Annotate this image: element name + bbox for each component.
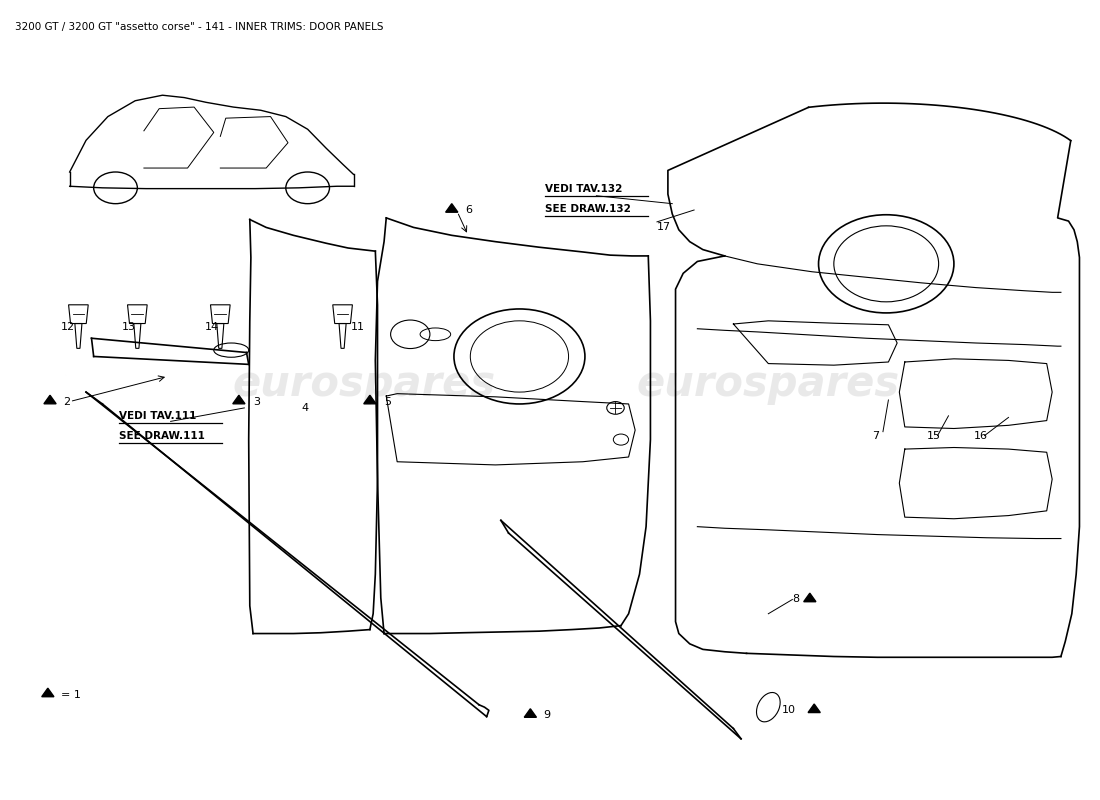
Text: = 1: = 1 [60,690,80,699]
Text: 4: 4 [301,403,308,413]
Text: 2: 2 [63,397,70,406]
Text: 10: 10 [781,706,795,715]
Text: 8: 8 [792,594,800,605]
Text: 14: 14 [205,322,219,332]
Polygon shape [42,688,54,697]
Text: 9: 9 [543,710,551,720]
Polygon shape [525,709,537,718]
Polygon shape [44,395,56,404]
Text: 6: 6 [465,205,472,215]
Text: 11: 11 [351,322,365,332]
Text: VEDI TAV.132: VEDI TAV.132 [544,184,622,194]
Text: SEE DRAW.132: SEE DRAW.132 [544,204,630,214]
Text: 17: 17 [657,222,671,233]
Text: 5: 5 [384,397,392,406]
Text: VEDI TAV.111: VEDI TAV.111 [119,411,196,422]
Text: eurospares: eurospares [233,363,496,405]
Text: 15: 15 [926,430,940,441]
Text: eurospares: eurospares [637,363,900,405]
Polygon shape [808,704,821,713]
Text: 3: 3 [253,397,260,406]
Polygon shape [233,395,245,404]
Text: 13: 13 [122,322,136,332]
Polygon shape [446,204,458,212]
Text: 12: 12 [60,322,75,332]
Text: 7: 7 [872,430,879,441]
Text: 3200 GT / 3200 GT "assetto corse" - 141 - INNER TRIMS: DOOR PANELS: 3200 GT / 3200 GT "assetto corse" - 141 … [15,22,384,31]
Text: 16: 16 [974,430,988,441]
Polygon shape [804,593,816,602]
Text: SEE DRAW.111: SEE DRAW.111 [119,431,205,441]
Polygon shape [364,395,376,404]
